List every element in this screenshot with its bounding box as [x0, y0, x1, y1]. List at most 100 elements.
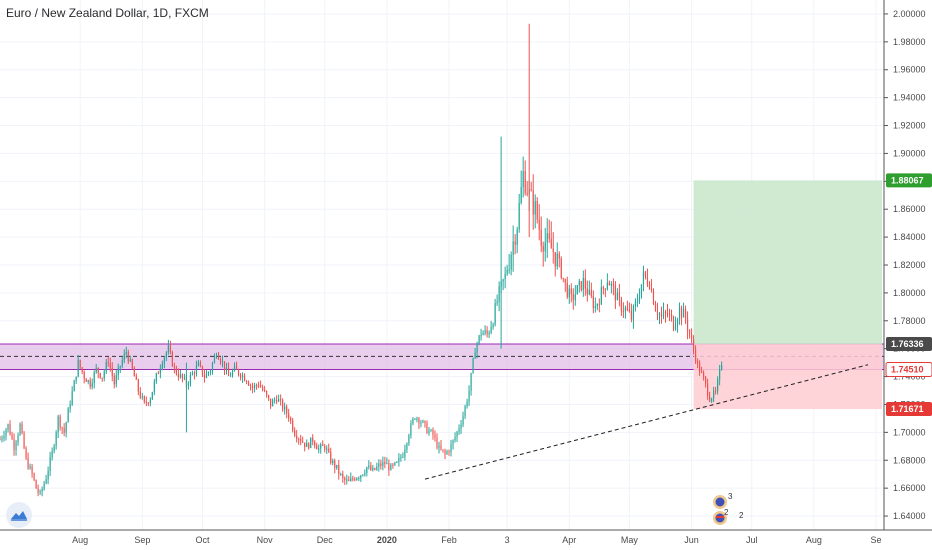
candle-body	[179, 374, 182, 378]
candle-body	[442, 449, 444, 451]
event-count-right: 2	[739, 511, 744, 520]
candle-body	[119, 365, 121, 368]
candle-body	[55, 432, 57, 446]
candle-body	[458, 428, 460, 432]
candle-body	[636, 301, 639, 303]
candle-body	[472, 358, 474, 373]
candle-body	[263, 390, 266, 392]
candle-body	[476, 343, 478, 353]
candle-body	[207, 372, 210, 374]
candle-body	[225, 367, 228, 371]
candle-body	[143, 396, 145, 402]
candle-body	[721, 365, 723, 370]
candle-body	[153, 381, 155, 392]
candle-body	[540, 229, 542, 247]
candle-body	[606, 282, 608, 290]
candle-body	[266, 390, 268, 396]
candle-body	[145, 401, 147, 403]
candle-body	[69, 404, 71, 409]
time-tick-label: Feb	[441, 535, 457, 545]
candle-body	[247, 382, 250, 386]
candle-body	[57, 416, 59, 433]
candle-body	[19, 423, 21, 435]
candle-body	[686, 318, 689, 331]
candle-body	[209, 371, 212, 373]
candle-body	[243, 375, 246, 381]
candle-body	[332, 460, 334, 463]
event-count-middle: 2	[724, 508, 729, 517]
candle-body	[516, 229, 518, 245]
candle-body	[404, 449, 406, 457]
economic-events-markers[interactable]: 3 2 2	[710, 492, 750, 528]
candle-body	[107, 362, 109, 364]
candle-body	[157, 373, 159, 375]
candle-body	[177, 373, 180, 378]
candle-body	[600, 287, 602, 305]
price-tag-label: 1.71671	[891, 404, 924, 414]
time-tick-label: Sep	[134, 535, 150, 545]
candle-body	[470, 372, 472, 391]
flag-event-icon	[713, 495, 727, 525]
candle-body	[13, 438, 15, 451]
candle-body	[362, 474, 364, 476]
price-tick-label: 1.90000	[893, 148, 926, 158]
candle-body	[406, 443, 408, 450]
candle-body	[41, 489, 43, 492]
candle-body	[141, 396, 143, 398]
candle-body	[195, 366, 198, 374]
candle-body	[310, 437, 312, 449]
candle-body	[568, 288, 570, 297]
candle-body	[139, 391, 141, 398]
candle-body	[175, 367, 178, 374]
candle-body	[512, 241, 514, 255]
candle-body	[171, 351, 173, 367]
price-tick-label: 1.78000	[893, 316, 926, 326]
candle-body	[590, 289, 592, 297]
candle-body	[61, 427, 63, 429]
candle-body	[508, 269, 510, 271]
candle-body	[95, 367, 97, 373]
candle-body	[350, 478, 352, 482]
candle-body	[642, 271, 645, 285]
candle-body	[83, 372, 85, 379]
price-tag-label: 1.88067	[891, 175, 924, 185]
chart-title: Euro / New Zealand Dollar, 1D, FXCM	[6, 6, 209, 20]
candle-body	[117, 367, 119, 376]
candle-body	[159, 368, 161, 374]
candle-body	[253, 384, 256, 389]
candle-body	[294, 430, 296, 436]
candle-body	[59, 416, 61, 428]
candle-body	[450, 444, 452, 453]
candle-body	[113, 375, 115, 385]
candle-body	[93, 372, 95, 384]
time-tick-label: Aug	[806, 535, 822, 545]
candle-body	[125, 351, 127, 355]
candle-body	[560, 258, 562, 278]
candle-body	[306, 443, 308, 448]
price-tick-label: 1.92000	[893, 121, 926, 131]
candle-body	[336, 464, 338, 468]
candle-body	[272, 400, 274, 407]
candle-body	[634, 302, 637, 307]
candle-body	[652, 289, 655, 304]
price-tick-label: 1.98000	[893, 37, 926, 47]
candle-body	[504, 273, 506, 280]
candle-body	[239, 374, 242, 378]
candle-body	[97, 367, 99, 374]
candle-body	[155, 373, 157, 382]
candle-body	[448, 451, 450, 453]
candle-body	[237, 369, 240, 375]
candle-body	[578, 281, 580, 286]
candle-body	[434, 435, 436, 438]
candle-body	[466, 401, 468, 407]
candle-body	[388, 463, 390, 471]
candle-body	[203, 375, 206, 378]
tradingview-logo-icon[interactable]	[6, 502, 32, 528]
candle-body	[149, 399, 151, 404]
candle-body	[564, 278, 566, 284]
candle-body	[274, 399, 276, 401]
candle-body	[484, 330, 486, 334]
candle-body	[582, 277, 584, 291]
